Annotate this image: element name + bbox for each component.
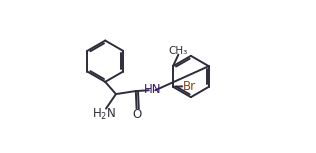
Text: H$_2$N: H$_2$N [92,107,117,122]
Text: Br: Br [183,80,196,93]
Text: HN: HN [144,83,162,96]
Text: CH₃: CH₃ [169,46,188,56]
Text: O: O [132,108,142,121]
